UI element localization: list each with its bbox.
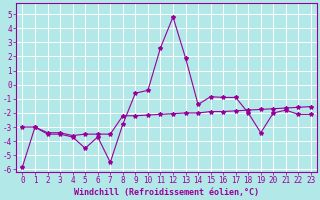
X-axis label: Windchill (Refroidissement éolien,°C): Windchill (Refroidissement éolien,°C): [74, 188, 259, 197]
